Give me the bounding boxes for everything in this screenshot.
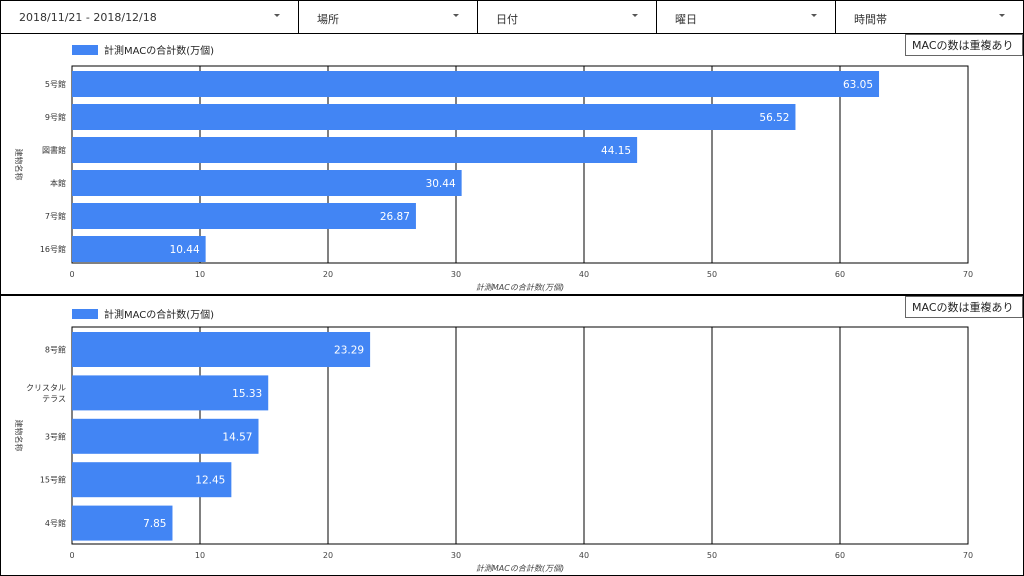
bar — [72, 418, 259, 454]
bar — [72, 505, 173, 541]
category-label: 9号館 — [45, 112, 66, 122]
x-tick-label: 20 — [323, 551, 333, 560]
bar — [72, 104, 796, 130]
category-label: 8号館 — [45, 345, 66, 355]
x-tick-label: 60 — [835, 551, 845, 560]
x-tick-label: 50 — [707, 551, 717, 560]
date-range-label: 2018/11/21 - 2018/12/18 — [19, 11, 157, 24]
bar-value-label: 12.45 — [195, 475, 225, 487]
category-label: 16号館 — [40, 244, 66, 254]
date-range-filter[interactable]: 2018/11/21 - 2018/12/18 — [1, 1, 299, 33]
legend-label: 計測MACの合計数(万個) — [104, 308, 214, 321]
legend-label: 計測MACの合計数(万個) — [104, 44, 214, 57]
x-tick-label: 0 — [69, 270, 74, 279]
bar-value-label: 26.87 — [380, 211, 410, 223]
time-slot-filter[interactable]: 時間帯 — [836, 1, 1023, 33]
location-filter-label: 場所 — [317, 13, 339, 26]
x-tick-label: 50 — [707, 270, 717, 279]
bar-value-label: 10.44 — [170, 244, 200, 256]
bar-value-label: 30.44 — [426, 178, 456, 190]
date-filter-label: 日付 — [496, 13, 518, 26]
bar-value-label: 63.05 — [843, 79, 873, 91]
x-tick-label: 20 — [323, 270, 333, 279]
bar — [72, 170, 462, 196]
category-label: 4号館 — [45, 518, 66, 528]
panel-divider — [1, 294, 1023, 296]
category-label: 図書館 — [42, 145, 66, 155]
y-axis-title: 建物名称 — [14, 149, 24, 181]
chevron-down-icon — [453, 14, 459, 17]
bar — [72, 236, 206, 262]
bar-value-label: 15.33 — [232, 388, 262, 400]
x-tick-label: 30 — [451, 551, 461, 560]
x-tick-label: 40 — [579, 551, 589, 560]
bar-value-label: 23.29 — [334, 345, 364, 357]
x-tick-label: 30 — [451, 270, 461, 279]
plot-area — [71, 65, 969, 264]
legend-swatch — [72, 309, 98, 319]
weekday-filter[interactable]: 曜日 — [657, 1, 836, 33]
bar — [72, 137, 638, 163]
x-axis-title: 計測MACの合計数(万個) — [476, 283, 564, 292]
category-label: 15号館 — [40, 475, 66, 485]
category-label: 本館 — [50, 178, 66, 188]
bar-chart-bottom: 計測MACの合計数(万個) 0 10 20 30 40 50 60 70 計測MACの合計数(万個… — [14, 308, 973, 573]
chevron-down-icon — [811, 14, 817, 17]
y-axis-title: 建物名称 — [14, 420, 24, 452]
x-tick-label: 10 — [195, 551, 205, 560]
x-tick-label: 10 — [195, 270, 205, 279]
weekday-filter-label: 曜日 — [675, 13, 697, 26]
time-slot-filter-label: 時間帯 — [854, 13, 887, 26]
x-tick-label: 0 — [69, 551, 74, 560]
category-label: クリスタルテラス — [26, 383, 66, 403]
bar-value-label: 56.52 — [759, 112, 789, 124]
bar — [72, 203, 416, 229]
x-tick-label: 70 — [963, 551, 973, 560]
category-label: 7号館 — [45, 211, 66, 221]
bar — [72, 462, 232, 498]
bar-value-label: 44.15 — [601, 145, 631, 157]
category-label: 3号館 — [45, 431, 66, 441]
bar — [72, 375, 269, 411]
chart-panel-top: 計測MACの合計数(万個) 0 10 20 30 40 50 60 70 計測MACの合計数(万個… — [1, 34, 1023, 293]
x-tick-label: 70 — [963, 270, 973, 279]
duplicate-note: MACの数は重複あり — [905, 296, 1023, 318]
filter-bar: 2018/11/21 - 2018/12/18 場所 日付 曜日 時間帯 — [1, 1, 1023, 34]
duplicate-note: MACの数は重複あり — [905, 34, 1023, 56]
legend-swatch — [72, 45, 98, 55]
bar — [72, 71, 880, 97]
bar-chart-top: 計測MACの合計数(万個) 0 10 20 30 40 50 60 70 計測MACの合計数(万個… — [14, 44, 973, 292]
date-filter[interactable]: 日付 — [478, 1, 657, 33]
category-label: 5号館 — [45, 79, 66, 89]
chevron-down-icon — [632, 14, 638, 17]
chart-panel-bottom: 計測MACの合計数(万個) 0 10 20 30 40 50 60 70 計測MACの合計数(万個… — [1, 296, 1023, 575]
bar-value-label: 14.57 — [222, 431, 252, 443]
location-filter[interactable]: 場所 — [299, 1, 478, 33]
chevron-down-icon — [999, 14, 1005, 17]
chevron-down-icon — [274, 14, 280, 17]
x-tick-label: 40 — [579, 270, 589, 279]
x-tick-label: 60 — [835, 270, 845, 279]
x-axis-title: 計測MACの合計数(万個) — [476, 564, 564, 573]
bar-value-label: 7.85 — [143, 518, 166, 530]
bar — [72, 332, 371, 367]
